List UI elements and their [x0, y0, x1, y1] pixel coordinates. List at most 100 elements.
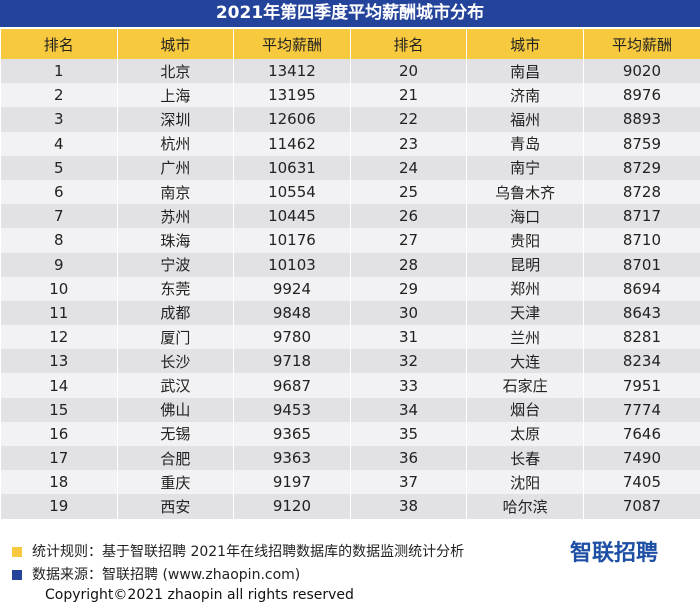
cell-rank-right: 37	[349, 470, 467, 495]
cell-rank-left: 10	[0, 276, 118, 301]
cell-rank-left: 1	[0, 59, 118, 84]
cell-salary-right: 8701	[582, 252, 700, 277]
cell-city-left: 东莞	[116, 276, 234, 301]
cell-salary-right: 7087	[582, 494, 700, 519]
cell-rank-left: 3	[0, 107, 118, 132]
copyright-text: Copyright©2021 zhaopin all rights reserv…	[45, 587, 354, 603]
table-row: 7 苏州 10445 26 海口 8717	[0, 204, 700, 229]
cell-salary-right: 7774	[582, 397, 700, 422]
cell-city-left: 佛山	[116, 397, 234, 422]
cell-salary-right: 8710	[582, 228, 700, 253]
cell-salary-left: 10103	[233, 252, 351, 277]
cell-salary-right: 8717	[582, 204, 700, 229]
cell-city-left: 深圳	[116, 107, 234, 132]
cell-rank-left: 8	[0, 228, 118, 253]
table-title: 2021年第四季度平均薪酬城市分布	[0, 0, 700, 27]
table-row: 15 佛山 9453 34 烟台 7774	[0, 397, 700, 422]
header-rank-right: 排名	[349, 29, 467, 59]
cell-city-right: 烟台	[466, 397, 584, 422]
note-source-text: 数据来源：智联招聘 (www.zhaopin.com)	[32, 567, 301, 583]
cell-city-right: 昆明	[466, 252, 584, 277]
zhaopin-logo: 智联招聘	[570, 541, 659, 566]
cell-city-left: 无锡	[116, 421, 234, 446]
cell-salary-left: 9718	[233, 349, 351, 374]
cell-city-right: 郑州	[466, 276, 584, 301]
cell-city-right: 乌鲁木齐	[466, 179, 584, 205]
table-row: 6 南京 10554 25 乌鲁木齐 8728	[0, 179, 700, 205]
cell-salary-left: 9687	[233, 373, 351, 398]
cell-city-right: 哈尔滨	[466, 494, 584, 519]
cell-rank-right: 34	[349, 397, 467, 422]
cell-salary-right: 8728	[582, 179, 700, 205]
cell-rank-right: 29	[349, 276, 467, 301]
note-rule: 统计规则：基于智联招聘 2021年在线招聘数据库的数据监测统计分析	[12, 541, 464, 561]
cell-rank-left: 19	[0, 494, 118, 519]
cell-rank-left: 12	[0, 325, 118, 350]
table-row: 13 长沙 9718 32 大连 8234	[0, 349, 700, 374]
table-row: 2 上海 13195 21 济南 8976	[0, 83, 700, 108]
table-row: 14 武汉 9687 33 石家庄 7951	[0, 373, 700, 398]
cell-rank-left: 13	[0, 349, 118, 374]
cell-city-right: 太原	[466, 421, 584, 446]
cell-rank-right: 22	[349, 107, 467, 132]
table-row: 5 广州 10631 24 南宁 8729	[0, 155, 700, 180]
cell-rank-left: 2	[0, 83, 118, 108]
table-row: 19 西安 9120 38 哈尔滨 7087	[0, 494, 700, 519]
header-rank-left: 排名	[0, 29, 118, 59]
cell-city-left: 北京	[116, 59, 234, 84]
cell-salary-left: 9848	[233, 300, 351, 326]
cell-city-right: 兰州	[466, 325, 584, 350]
cell-city-right: 青岛	[466, 131, 584, 156]
cell-city-left: 杭州	[116, 131, 234, 156]
cell-salary-right: 8281	[582, 325, 700, 350]
cell-city-left: 合肥	[116, 446, 234, 471]
cell-rank-left: 5	[0, 155, 118, 180]
header-salary-left: 平均薪酬	[233, 29, 351, 59]
table-row: 12 厦门 9780 31 兰州 8281	[0, 325, 700, 350]
cell-city-left: 珠海	[116, 228, 234, 253]
cell-rank-right: 36	[349, 446, 467, 471]
table-row: 8 珠海 10176 27 贵阳 8710	[0, 228, 700, 253]
cell-rank-right: 32	[349, 349, 467, 374]
table-header-row: 排名 城市 平均薪酬 排名 城市 平均薪酬	[0, 29, 700, 59]
cell-rank-left: 11	[0, 300, 118, 326]
cell-rank-right: 28	[349, 252, 467, 277]
cell-city-left: 广州	[116, 155, 234, 180]
cell-rank-right: 23	[349, 131, 467, 156]
cell-rank-right: 35	[349, 421, 467, 446]
note-source: 数据来源：智联招聘 (www.zhaopin.com)	[12, 564, 300, 584]
header-city-right: 城市	[466, 29, 584, 59]
cell-salary-right: 9020	[582, 59, 700, 84]
cell-city-left: 宁波	[116, 252, 234, 277]
cell-rank-left: 14	[0, 373, 118, 398]
header-salary-right: 平均薪酬	[582, 29, 700, 59]
cell-salary-right: 8759	[582, 131, 700, 156]
cell-city-right: 沈阳	[466, 470, 584, 495]
salary-table: 排名 城市 平均薪酬 排名 城市 平均薪酬 1 北京 13412 20 南昌 9020 2 上…	[0, 29, 700, 519]
cell-salary-left: 10631	[233, 155, 351, 180]
cell-salary-right: 8694	[582, 276, 700, 301]
cell-rank-right: 24	[349, 155, 467, 180]
cell-city-right: 福州	[466, 107, 584, 132]
header-city-left: 城市	[116, 29, 234, 59]
note-rule-text: 统计规则：基于智联招聘 2021年在线招聘数据库的数据监测统计分析	[32, 544, 465, 560]
cell-city-left: 西安	[116, 494, 234, 519]
blue-square-icon	[12, 570, 22, 580]
cell-salary-left: 9924	[233, 276, 351, 301]
cell-rank-left: 16	[0, 421, 118, 446]
cell-city-left: 重庆	[116, 470, 234, 495]
cell-city-left: 南京	[116, 179, 234, 205]
table-body: 1 北京 13412 20 南昌 9020 2 上海 13195 21 济南 8976 3 深圳 12606…	[0, 59, 700, 519]
cell-rank-left: 6	[0, 179, 118, 205]
cell-city-right: 南宁	[466, 155, 584, 180]
cell-salary-left: 12606	[233, 107, 351, 132]
cell-rank-right: 25	[349, 179, 467, 205]
cell-city-left: 苏州	[116, 204, 234, 229]
cell-salary-left: 9780	[233, 325, 351, 350]
cell-rank-left: 7	[0, 204, 118, 229]
cell-salary-right: 7490	[582, 446, 700, 471]
cell-salary-left: 11462	[233, 131, 351, 156]
cell-salary-right: 7646	[582, 421, 700, 446]
cell-city-right: 长春	[466, 446, 584, 471]
cell-rank-right: 21	[349, 83, 467, 108]
